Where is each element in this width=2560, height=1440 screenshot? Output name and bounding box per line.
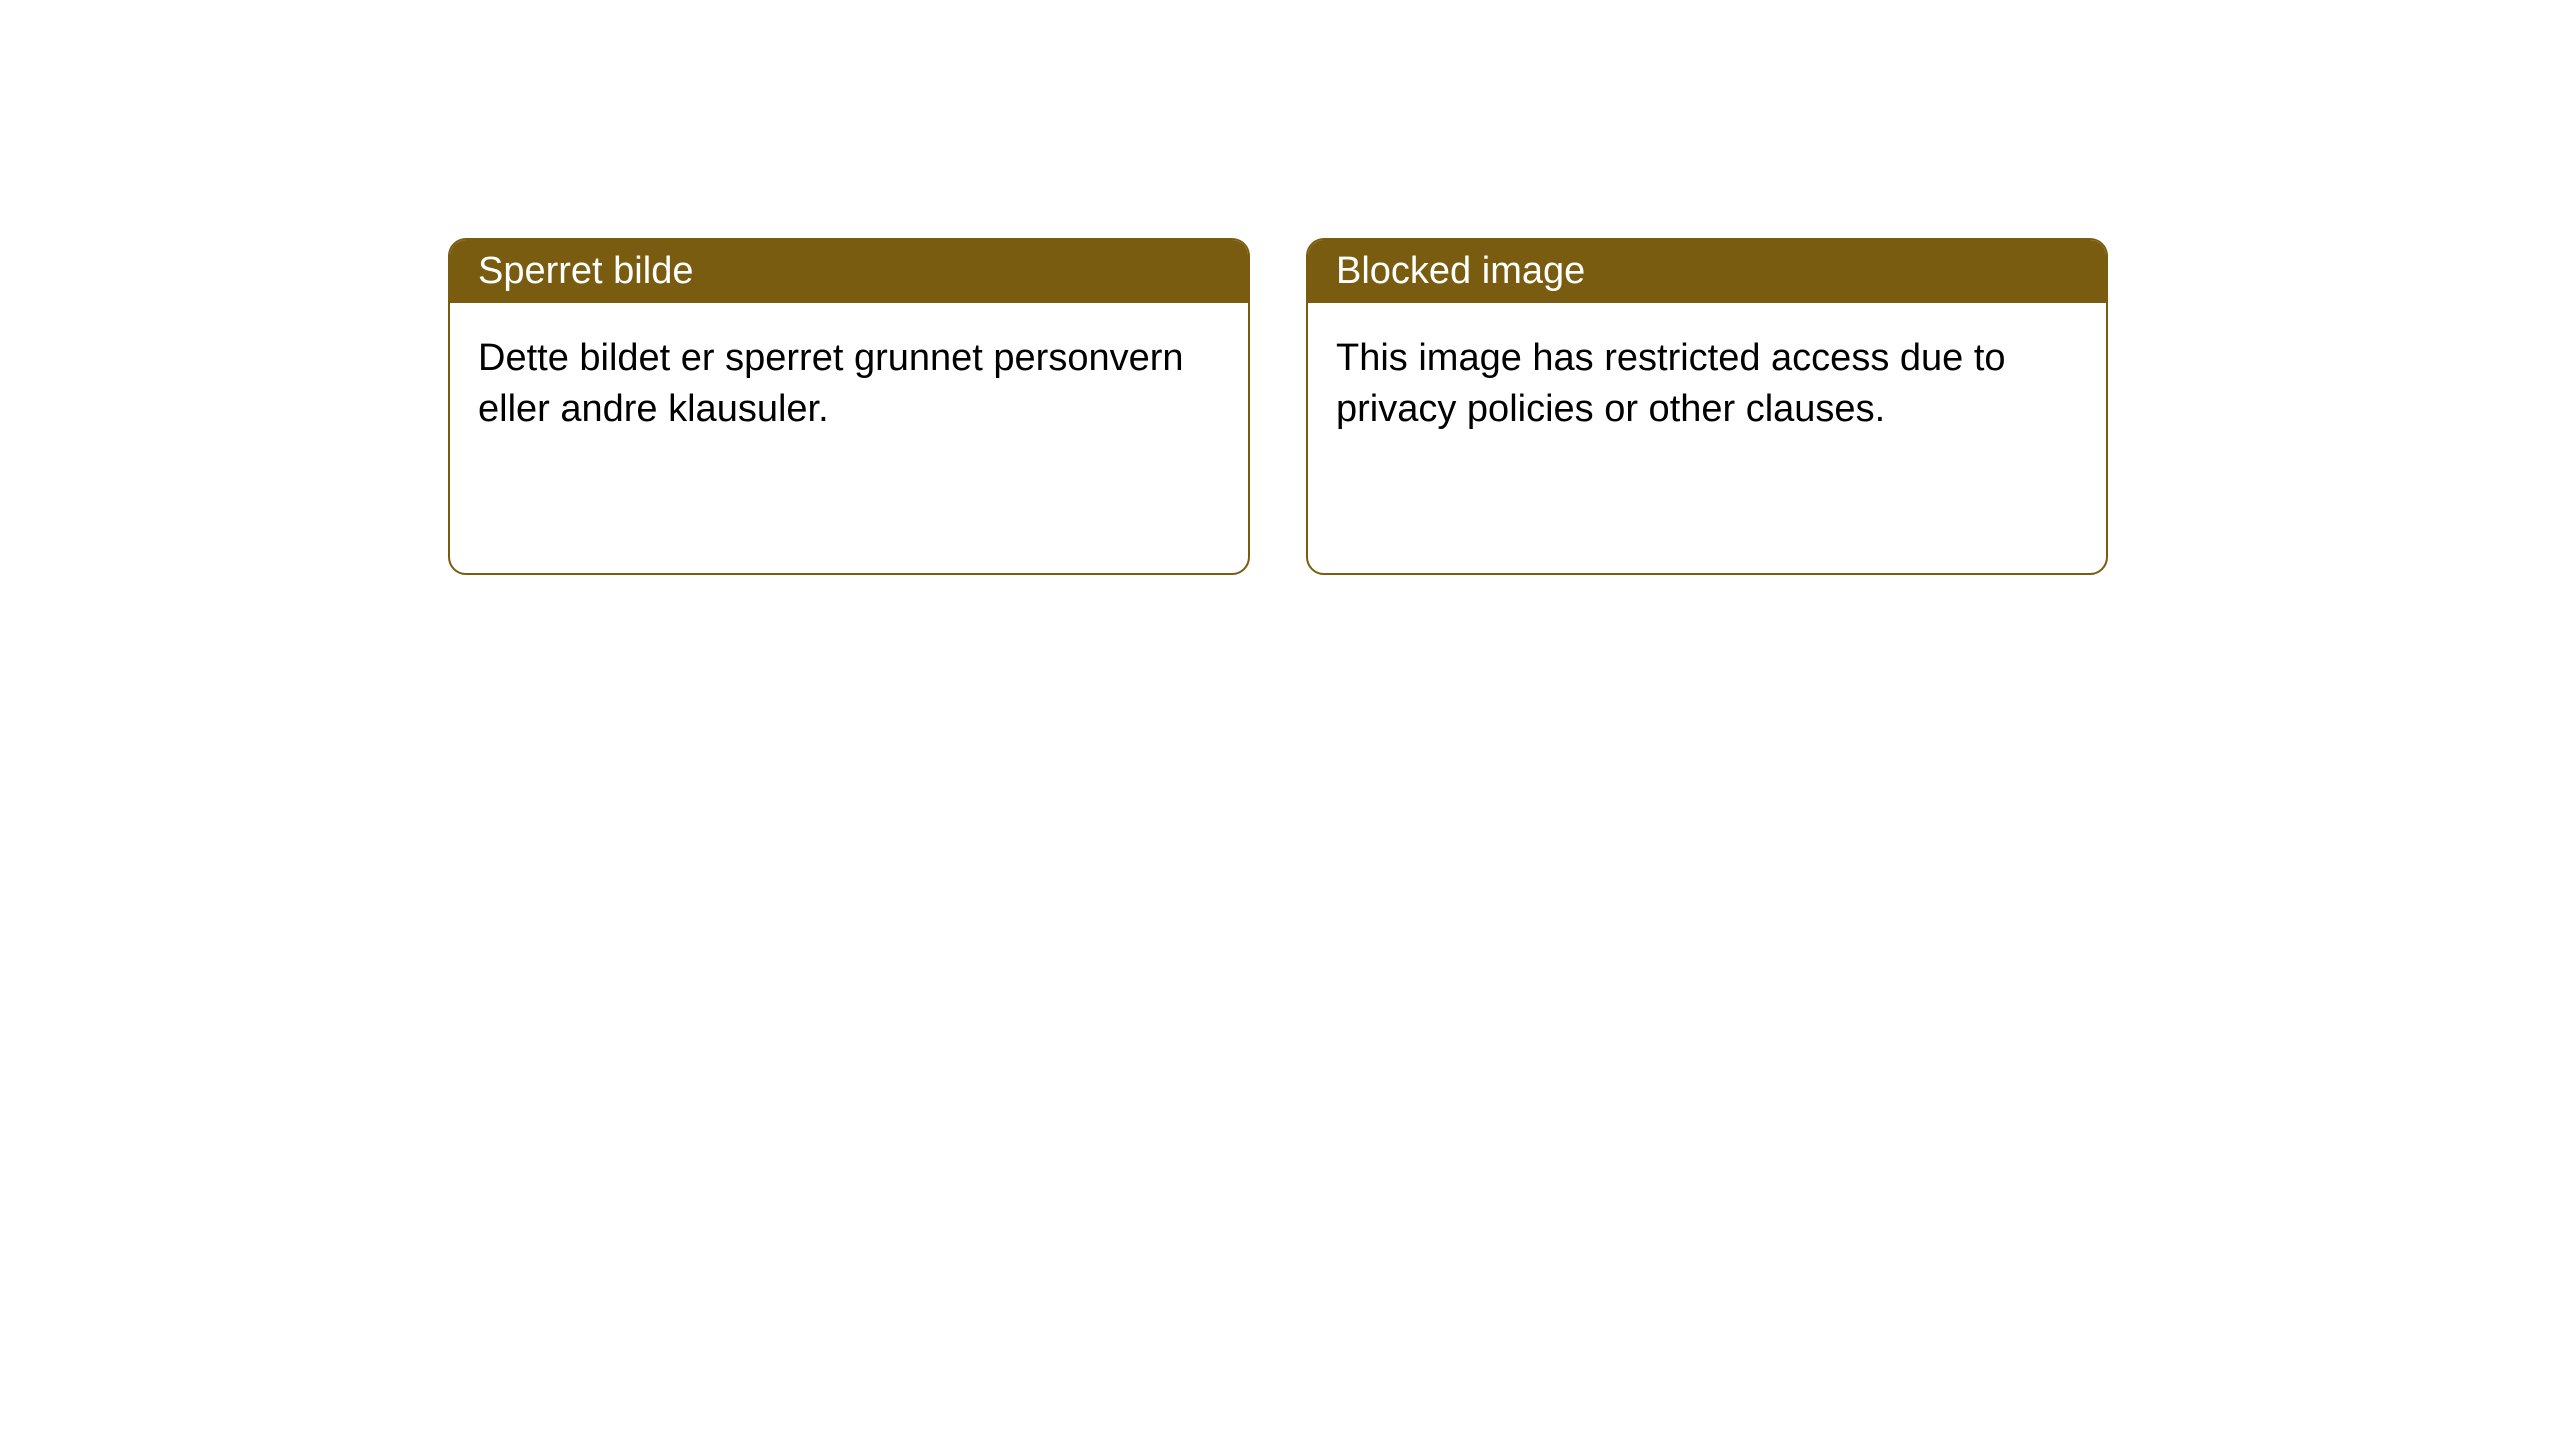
notice-body: Dette bildet er sperret grunnet personve… — [450, 303, 1248, 573]
notice-card-norwegian: Sperret bilde Dette bildet er sperret gr… — [448, 238, 1250, 575]
notice-title: Blocked image — [1308, 240, 2106, 303]
notice-body: This image has restricted access due to … — [1308, 303, 2106, 573]
notice-card-english: Blocked image This image has restricted … — [1306, 238, 2108, 575]
notice-title: Sperret bilde — [450, 240, 1248, 303]
notice-container: Sperret bilde Dette bildet er sperret gr… — [0, 0, 2560, 575]
